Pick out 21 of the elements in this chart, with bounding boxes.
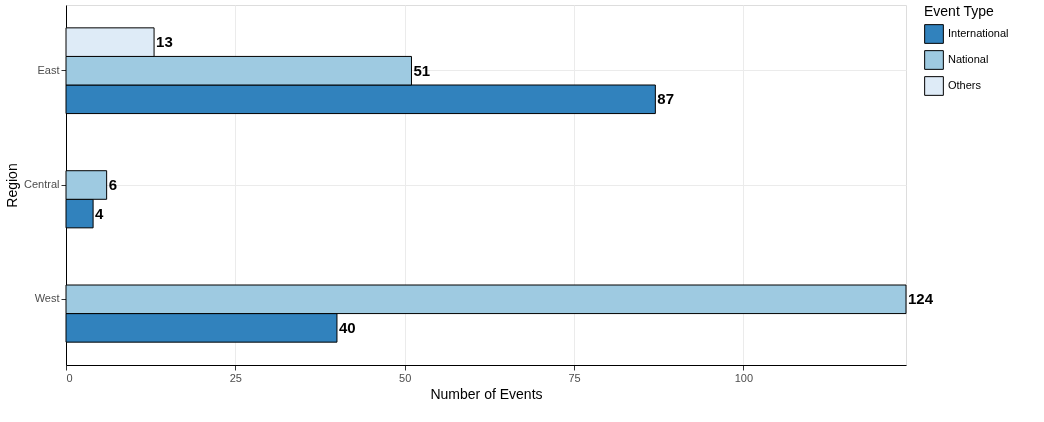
x-tick-label: 100 <box>734 371 754 384</box>
data-label: 13 <box>156 33 173 51</box>
data-label: 6 <box>108 176 117 193</box>
data-label: 4 <box>95 204 105 222</box>
data-label: 124 <box>908 290 934 308</box>
legend-label: National <box>948 53 989 65</box>
x-tick-label: 50 <box>399 371 412 384</box>
x-tick-label: 25 <box>229 371 242 384</box>
y-tick-label: East <box>37 63 60 76</box>
data-label: 40 <box>338 318 356 336</box>
y-tick-label: West <box>34 292 60 305</box>
legend-label: International <box>948 27 1009 39</box>
legend-title: Event Type <box>924 3 994 19</box>
x-axis-title: Number of Events <box>430 385 543 402</box>
y-axis-title: Region <box>4 163 21 208</box>
x-tick-label: 75 <box>568 371 581 384</box>
y-tick-label: Central <box>24 178 60 190</box>
legend-label: Others <box>948 79 982 91</box>
data-label: 87 <box>657 90 675 108</box>
data-label: 51 <box>413 61 431 79</box>
x-tick-label: 0 <box>66 371 73 384</box>
